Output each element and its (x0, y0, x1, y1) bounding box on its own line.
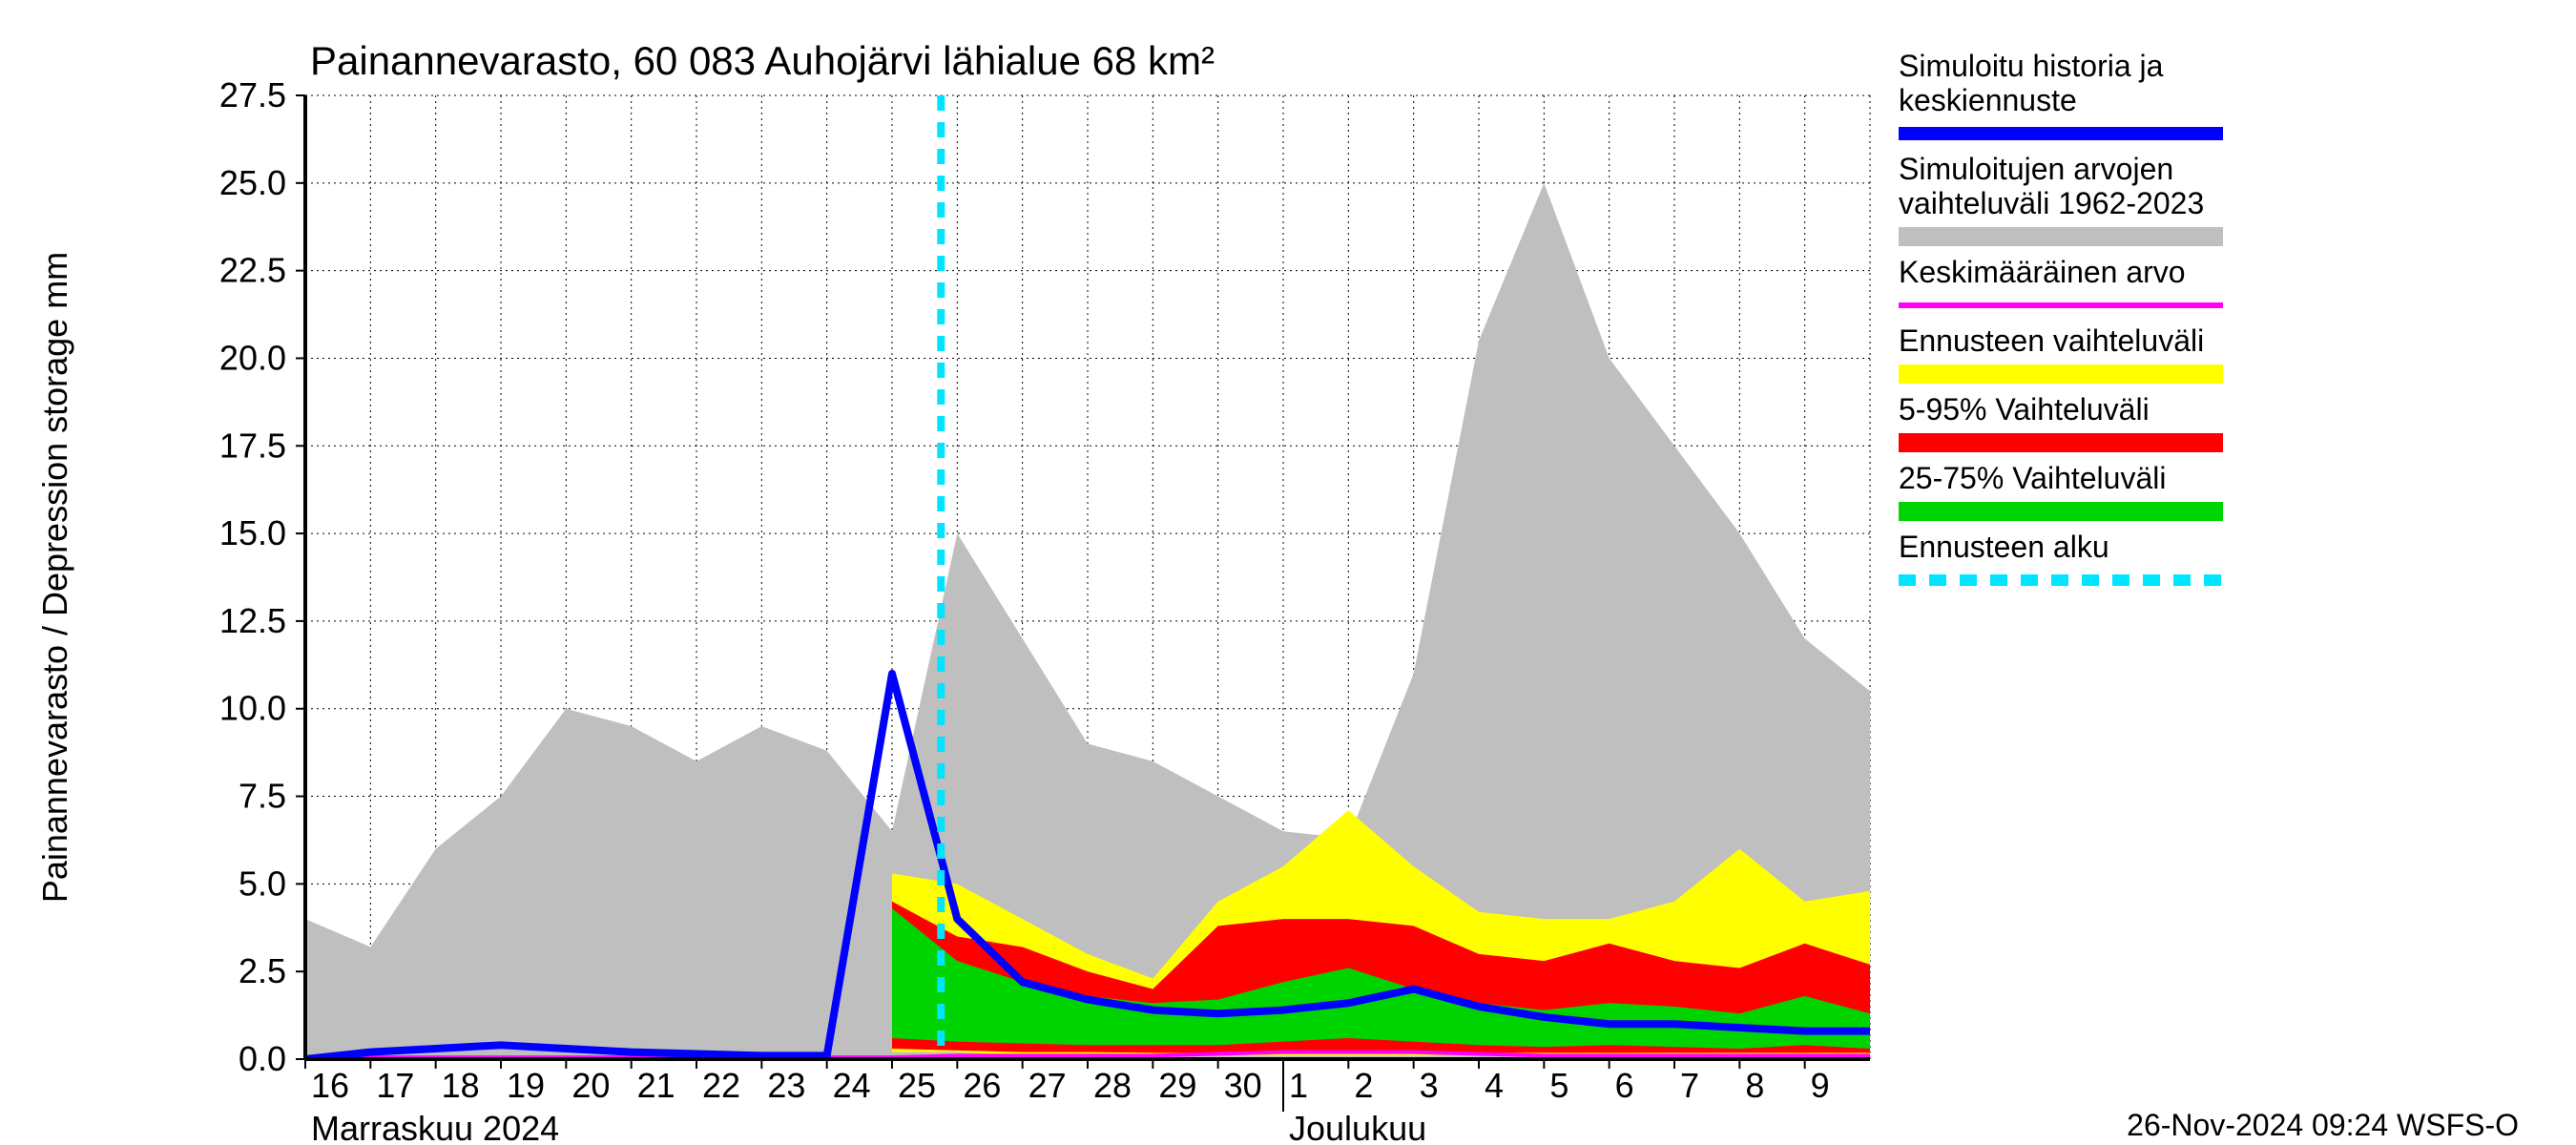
xtick-label: 9 (1811, 1066, 1830, 1105)
ytick-label: 10.0 (219, 689, 286, 728)
ytick-label: 27.5 (219, 75, 286, 114)
xtick-label: 22 (702, 1066, 740, 1105)
xtick-label: 18 (442, 1066, 480, 1105)
ytick-label: 15.0 (219, 513, 286, 552)
ytick-label: 25.0 (219, 163, 286, 202)
month-label: Marraskuu 2024 (311, 1109, 559, 1145)
footer-timestamp: 26-Nov-2024 09:24 WSFS-O (2127, 1108, 2519, 1142)
xtick-label: 6 (1615, 1066, 1634, 1105)
xtick-label: 4 (1485, 1066, 1504, 1105)
xtick-label: 25 (898, 1066, 936, 1105)
xtick-label: 26 (963, 1066, 1001, 1105)
xtick-label: 21 (637, 1066, 675, 1105)
xtick-label: 30 (1224, 1066, 1262, 1105)
ytick-label: 0.0 (239, 1039, 286, 1078)
legend-label: Ennusteen vaihteluväli (1899, 323, 2204, 358)
xtick-label: 19 (507, 1066, 545, 1105)
ytick-label: 20.0 (219, 338, 286, 377)
xtick-label: 20 (571, 1066, 610, 1105)
ytick-label: 17.5 (219, 426, 286, 465)
xtick-label: 28 (1093, 1066, 1132, 1105)
xtick-label: 24 (833, 1066, 871, 1105)
xtick-label: 23 (767, 1066, 805, 1105)
legend-swatch (1899, 364, 2223, 384)
y-axis-label: Painannevarasto / Depression storage mm (35, 252, 74, 903)
legend-swatch (1899, 502, 2223, 521)
legend-label: Simuloitu historia ja (1899, 49, 2164, 83)
ytick-label: 22.5 (219, 251, 286, 290)
month-label: Joulukuu (1289, 1109, 1426, 1145)
legend-label: vaihteluväli 1962-2023 (1899, 186, 2204, 220)
legend-label: Ennusteen alku (1899, 530, 2109, 564)
ytick-label: 5.0 (239, 864, 286, 903)
legend-label: Keskimääräinen arvo (1899, 255, 2186, 289)
legend-swatch (1899, 227, 2223, 246)
xtick-label: 16 (311, 1066, 349, 1105)
xtick-label: 5 (1549, 1066, 1568, 1105)
legend-label: 5-95% Vaihteluväli (1899, 392, 2150, 427)
xtick-label: 29 (1158, 1066, 1196, 1105)
ytick-label: 7.5 (239, 777, 286, 816)
ytick-label: 2.5 (239, 951, 286, 990)
chart-svg: Painannevarasto, 60 083 Auhojärvi lähial… (0, 0, 2576, 1145)
xtick-label: 17 (376, 1066, 414, 1105)
chart-container: Painannevarasto, 60 083 Auhojärvi lähial… (0, 0, 2576, 1145)
ytick-label: 12.5 (219, 601, 286, 640)
xtick-label: 3 (1420, 1066, 1439, 1105)
xtick-label: 1 (1289, 1066, 1308, 1105)
xtick-label: 8 (1745, 1066, 1764, 1105)
xtick-label: 2 (1354, 1066, 1373, 1105)
legend-label: keskiennuste (1899, 83, 2077, 117)
legend-label: 25-75% Vaihteluväli (1899, 461, 2166, 495)
xtick-label: 7 (1680, 1066, 1699, 1105)
legend-swatch (1899, 433, 2223, 452)
legend-label: Simuloitujen arvojen (1899, 152, 2173, 186)
chart-title: Painannevarasto, 60 083 Auhojärvi lähial… (310, 38, 1215, 83)
xtick-label: 27 (1028, 1066, 1067, 1105)
